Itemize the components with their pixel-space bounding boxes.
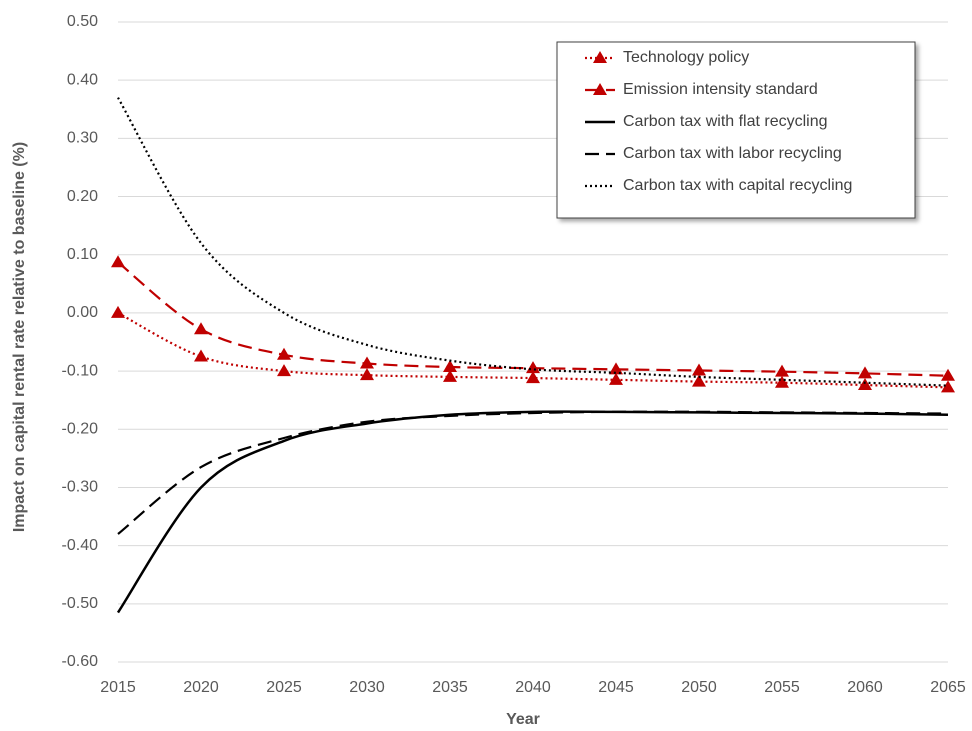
point-marker bbox=[858, 366, 872, 379]
point-marker bbox=[111, 255, 125, 268]
y-axis-title: Impact on capital rental rate relative t… bbox=[11, 142, 28, 532]
point-marker bbox=[775, 364, 789, 377]
legend-label: Carbon tax with capital recycling bbox=[623, 177, 852, 194]
y-tick-label: 0.00 bbox=[67, 304, 98, 321]
x-tick-label: 2015 bbox=[100, 679, 136, 696]
point-marker bbox=[277, 364, 291, 377]
series-line bbox=[116, 410, 949, 614]
point-marker bbox=[277, 347, 291, 360]
series-line bbox=[117, 311, 949, 389]
legend-box bbox=[556, 41, 916, 219]
point-marker bbox=[692, 374, 706, 387]
point-marker bbox=[941, 380, 955, 393]
y-tick-label: 0.20 bbox=[67, 188, 98, 205]
series-line bbox=[117, 261, 949, 377]
series-line bbox=[117, 97, 949, 387]
x-tick-label: 2035 bbox=[432, 679, 468, 696]
y-tick-label: 0.40 bbox=[67, 71, 98, 88]
series-line bbox=[117, 410, 949, 535]
x-tick-label: 2055 bbox=[764, 679, 800, 696]
x-tick-label: 2065 bbox=[930, 679, 966, 696]
point-marker bbox=[443, 360, 457, 373]
point-marker bbox=[111, 305, 125, 318]
y-tick-label: -0.10 bbox=[62, 362, 99, 379]
x-tick-label: 2040 bbox=[515, 679, 551, 696]
point-marker bbox=[194, 322, 208, 335]
x-tick-label: 2045 bbox=[598, 679, 634, 696]
legend: Technology policy Emission intensity stan… bbox=[556, 41, 916, 219]
legend-marker bbox=[593, 51, 607, 63]
legend-label: Emission intensity standard bbox=[623, 81, 818, 98]
x-tick-label: 2060 bbox=[847, 679, 883, 696]
legend-label: Technology policy bbox=[623, 49, 749, 66]
point-marker bbox=[609, 372, 623, 385]
y-tick-label: -0.40 bbox=[62, 537, 99, 554]
x-tick-label: 2030 bbox=[349, 679, 385, 696]
point-marker bbox=[858, 378, 872, 391]
point-marker bbox=[360, 356, 374, 369]
x-tick-label: 2050 bbox=[681, 679, 717, 696]
point-marker bbox=[443, 369, 457, 382]
point-marker bbox=[526, 371, 540, 384]
y-tick-label: 0.50 bbox=[67, 13, 98, 30]
x-axis-title: Year bbox=[506, 711, 540, 728]
x-tick-label: 2020 bbox=[183, 679, 219, 696]
point-marker bbox=[692, 363, 706, 376]
point-marker bbox=[609, 362, 623, 375]
point-marker bbox=[775, 375, 789, 388]
legend-label: Carbon tax with flat recycling bbox=[623, 113, 828, 130]
y-tick-label: 0.30 bbox=[67, 130, 98, 147]
point-marker bbox=[941, 368, 955, 381]
point-marker bbox=[194, 349, 208, 362]
y-tick-label: 0.10 bbox=[67, 246, 98, 263]
legend-label: Carbon tax with labor recycling bbox=[623, 145, 842, 162]
y-tick-label: -0.20 bbox=[62, 420, 99, 437]
legend-marker bbox=[593, 83, 607, 95]
x-tick-label: 2025 bbox=[266, 679, 302, 696]
y-tick-label: -0.30 bbox=[62, 479, 99, 496]
y-tick-label: -0.60 bbox=[62, 653, 99, 670]
y-tick-label: -0.50 bbox=[62, 595, 99, 612]
point-marker bbox=[360, 368, 374, 381]
